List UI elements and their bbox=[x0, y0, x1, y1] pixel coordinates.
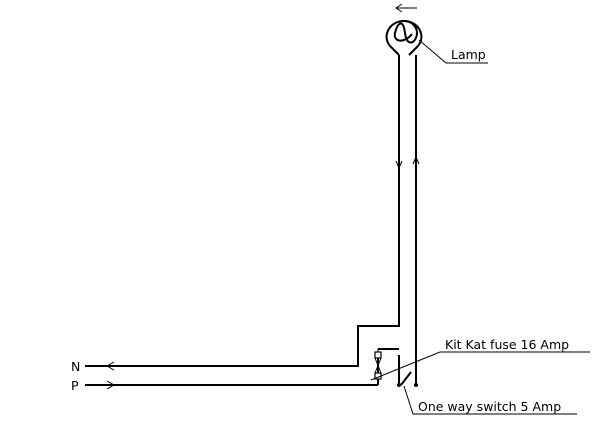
switch-callout: One way switch 5 Amp bbox=[403, 385, 577, 415]
phase-label: P bbox=[71, 378, 79, 393]
down-arrow bbox=[395, 160, 403, 170]
current-direction-arrow bbox=[395, 3, 417, 13]
up-arrow bbox=[412, 155, 420, 165]
lamp-label: Lamp bbox=[451, 47, 486, 62]
fuse-label: Kit Kat fuse 16 Amp bbox=[445, 337, 569, 352]
fuse-callout: Kit Kat fuse 16 Amp bbox=[370, 337, 590, 381]
neutral-arrow bbox=[105, 361, 115, 371]
phase-arrow bbox=[106, 380, 116, 390]
neutral-label: N bbox=[71, 359, 80, 374]
switch-label: One way switch 5 Amp bbox=[418, 399, 561, 414]
lamp-symbol bbox=[385, 19, 423, 56]
fuse-symbol bbox=[374, 348, 399, 385]
lamp-return-wire bbox=[85, 55, 400, 367]
switch-symbol bbox=[397, 355, 418, 387]
lamp-callout: Lamp bbox=[418, 39, 488, 64]
